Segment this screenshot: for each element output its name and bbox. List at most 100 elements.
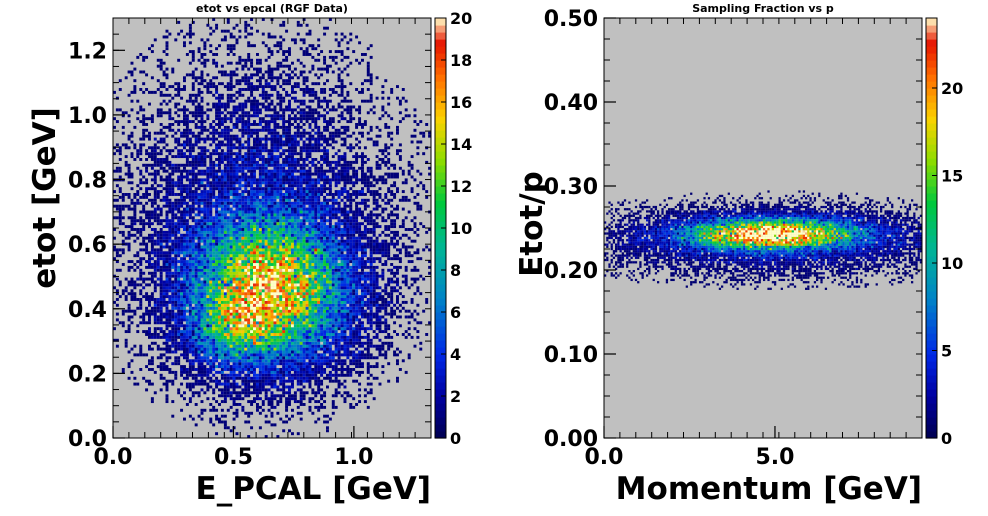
heatmap-cell (165, 111, 169, 115)
heatmap-cell (250, 32, 254, 36)
heatmap-cell (226, 408, 230, 412)
heatmap-cell (165, 41, 169, 45)
heatmap-cell (270, 67, 274, 71)
heatmap-cell (285, 236, 289, 240)
heatmap-cell (261, 32, 265, 36)
heatmap-cell (183, 35, 186, 39)
heatmap-cell (267, 254, 271, 258)
heatmap-cell (171, 213, 175, 217)
heatmap-cell (279, 204, 283, 208)
heatmap-cell (177, 236, 181, 240)
heatmap-cell (203, 347, 207, 351)
heatmap-cell (206, 230, 210, 234)
heatmap-cell (206, 318, 210, 322)
heatmap-cell (264, 344, 268, 348)
heatmap-cell (229, 245, 233, 249)
heatmap-cell (206, 260, 210, 264)
heatmap-cell (282, 53, 286, 56)
heatmap-cell (258, 242, 262, 246)
heatmap-cell (238, 93, 242, 97)
heatmap-cell (180, 306, 184, 310)
heatmap-cell (156, 298, 160, 301)
heatmap-cell (279, 257, 283, 261)
heatmap-cell (276, 102, 280, 106)
heatmap-cell (185, 277, 189, 281)
heatmap-cell (209, 193, 213, 196)
heatmap-cell (180, 120, 184, 124)
heatmap-cell (226, 152, 230, 156)
heatmap-cell (180, 88, 184, 91)
heatmap-cell (270, 333, 274, 336)
heatmap-cell (267, 292, 271, 296)
heatmap-cell (285, 330, 289, 334)
heatmap-cell (215, 245, 219, 249)
heatmap-cell (276, 123, 280, 126)
heatmap-cell (206, 286, 210, 290)
heatmap-cell (250, 216, 254, 220)
heatmap-cell (276, 175, 280, 179)
heatmap-cell (165, 286, 169, 290)
heatmap-cell (200, 210, 204, 214)
heatmap-cell (159, 280, 163, 284)
heatmap-cell (241, 213, 245, 217)
heatmap-cell (218, 131, 221, 135)
heatmap-cell (127, 166, 131, 170)
heatmap-cell (183, 309, 186, 313)
heatmap-cell (241, 233, 245, 237)
heatmap-cell (226, 163, 230, 167)
heatmap-cell (258, 353, 262, 357)
heatmap-cell (162, 198, 166, 202)
heatmap-cell (270, 76, 274, 80)
heatmap-cell (177, 143, 181, 147)
heatmap-cell (183, 277, 186, 281)
heatmap-cell (153, 213, 157, 217)
heatmap-cell (270, 411, 274, 415)
heatmap-cell (200, 219, 204, 223)
heatmap-cell (273, 327, 277, 331)
heatmap-cell (183, 222, 186, 226)
heatmap-cell (282, 260, 286, 264)
heatmap-cell (232, 359, 236, 363)
heatmap-cell (258, 228, 262, 231)
heatmap-cell (247, 394, 251, 398)
heatmap-cell (197, 327, 201, 331)
heatmap-cell (215, 228, 219, 231)
heatmap-cell (247, 411, 251, 415)
heatmap-cell (127, 120, 131, 124)
heatmap-cell (150, 309, 154, 313)
heatmap-cell (223, 193, 227, 196)
heatmap-cell (279, 312, 283, 316)
heatmap-cell (188, 338, 192, 342)
heatmap-cell (203, 359, 207, 363)
heatmap-cell (229, 79, 233, 83)
heatmap-cell (267, 219, 271, 223)
heatmap-cell (276, 277, 280, 281)
heatmap-cell (226, 219, 230, 223)
heatmap-cell (247, 298, 251, 301)
heatmap-cell (232, 338, 236, 342)
heatmap-cell (270, 88, 274, 91)
heatmap-cell (235, 353, 239, 357)
heatmap-cell (273, 382, 277, 386)
heatmap-cell (203, 58, 207, 62)
heatmap-cell (241, 108, 245, 112)
heatmap-cell (203, 298, 207, 301)
heatmap-cell (241, 111, 245, 115)
heatmap-cell (130, 283, 134, 287)
heatmap-cell (270, 347, 274, 351)
heatmap-cell (212, 341, 216, 345)
heatmap-cell (273, 201, 277, 205)
heatmap-cell (165, 315, 169, 319)
heatmap-cell (220, 347, 224, 351)
heatmap-cell (148, 283, 151, 287)
heatmap-cell (168, 368, 172, 371)
heatmap-cell (261, 333, 265, 336)
heatmap-cell (188, 254, 192, 258)
heatmap-cell (121, 370, 125, 374)
heatmap-cell (185, 178, 189, 182)
heatmap-cell (206, 292, 210, 296)
heatmap-cell (197, 391, 201, 395)
heatmap-cell (261, 225, 265, 229)
heatmap-cell (241, 315, 245, 319)
heatmap-cell (256, 163, 259, 167)
